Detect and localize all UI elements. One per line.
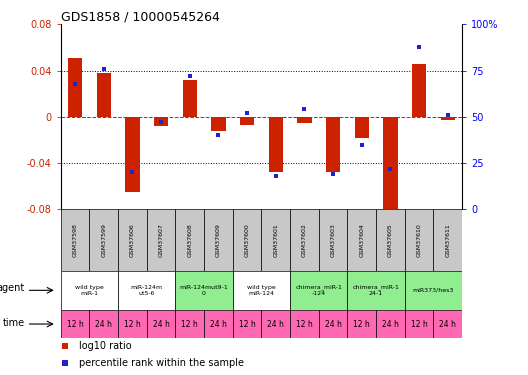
Bar [404,310,433,339]
Text: GSM37605: GSM37605 [388,224,393,257]
Text: 12 h: 12 h [411,320,427,328]
Bar [118,310,147,339]
Bar [347,310,376,339]
Bar [412,64,426,117]
Text: 12 h: 12 h [67,320,83,328]
Bar [376,209,404,271]
Text: GSM37607: GSM37607 [158,223,164,257]
Text: wild type
miR-1: wild type miR-1 [75,285,104,296]
Text: time: time [3,318,25,328]
Text: GDS1858 / 10000545264: GDS1858 / 10000545264 [61,10,220,23]
Bar [354,117,369,138]
Bar [61,310,89,339]
Bar [261,310,290,339]
Text: GSM37600: GSM37600 [244,224,250,257]
Text: GSM37604: GSM37604 [359,223,364,257]
Text: 24 h: 24 h [439,320,456,328]
Bar [175,209,204,271]
Bar [147,310,175,339]
Bar [261,209,290,271]
Text: log10 ratio: log10 ratio [79,341,131,351]
Bar [97,73,111,117]
Text: GSM37606: GSM37606 [130,224,135,257]
Text: miR-124m
ut5-6: miR-124m ut5-6 [130,285,163,296]
Text: GSM37599: GSM37599 [101,223,106,257]
Text: GSM37609: GSM37609 [216,223,221,257]
Text: 12 h: 12 h [124,320,141,328]
Bar [233,209,261,271]
Text: 12 h: 12 h [296,320,313,328]
Bar [319,310,347,339]
Bar [233,310,261,339]
Bar [118,209,147,271]
Text: GSM37608: GSM37608 [187,224,192,257]
Bar [290,209,319,271]
Bar [376,310,404,339]
Bar [297,117,312,123]
Bar [269,117,283,172]
Bar [175,271,233,310]
Bar [89,310,118,339]
Text: 24 h: 24 h [325,320,342,328]
Text: agent: agent [0,284,25,293]
Bar [61,209,89,271]
Bar [290,271,347,310]
Text: GSM37598: GSM37598 [72,223,78,257]
Bar [290,310,319,339]
Bar [68,58,82,117]
Text: 24 h: 24 h [95,320,112,328]
Text: percentile rank within the sample: percentile rank within the sample [79,358,244,368]
Bar [440,117,455,120]
Bar [204,209,233,271]
Bar [404,209,433,271]
Text: 24 h: 24 h [210,320,227,328]
Bar [326,117,340,172]
Text: GSM37602: GSM37602 [302,223,307,257]
Text: miR373/hes3: miR373/hes3 [413,288,454,293]
Bar [211,117,225,131]
Text: GSM37610: GSM37610 [417,224,421,257]
Bar [125,117,139,192]
Bar [89,209,118,271]
Bar [147,209,175,271]
Bar [383,117,398,212]
Bar [347,209,376,271]
Bar [433,310,462,339]
Bar [233,271,290,310]
Bar [319,209,347,271]
Bar [154,117,168,126]
Bar [183,80,197,117]
Bar [404,271,462,310]
Text: 12 h: 12 h [239,320,256,328]
Text: 12 h: 12 h [181,320,198,328]
Text: chimera_miR-1
24-1: chimera_miR-1 24-1 [353,285,400,296]
Text: 24 h: 24 h [267,320,284,328]
Text: 12 h: 12 h [353,320,370,328]
Bar [175,310,204,339]
Text: GSM37603: GSM37603 [331,223,335,257]
Text: miR-124mut9-1
0: miR-124mut9-1 0 [180,285,229,296]
Bar [204,310,233,339]
Bar [433,209,462,271]
Bar [118,271,175,310]
Bar [347,271,404,310]
Text: chimera_miR-1
-124: chimera_miR-1 -124 [295,285,342,296]
Bar [61,271,118,310]
Text: GSM37601: GSM37601 [273,224,278,257]
Text: wild type
miR-124: wild type miR-124 [247,285,276,296]
Text: 24 h: 24 h [153,320,169,328]
Text: GSM37611: GSM37611 [445,224,450,257]
Bar [240,117,254,125]
Text: 24 h: 24 h [382,320,399,328]
